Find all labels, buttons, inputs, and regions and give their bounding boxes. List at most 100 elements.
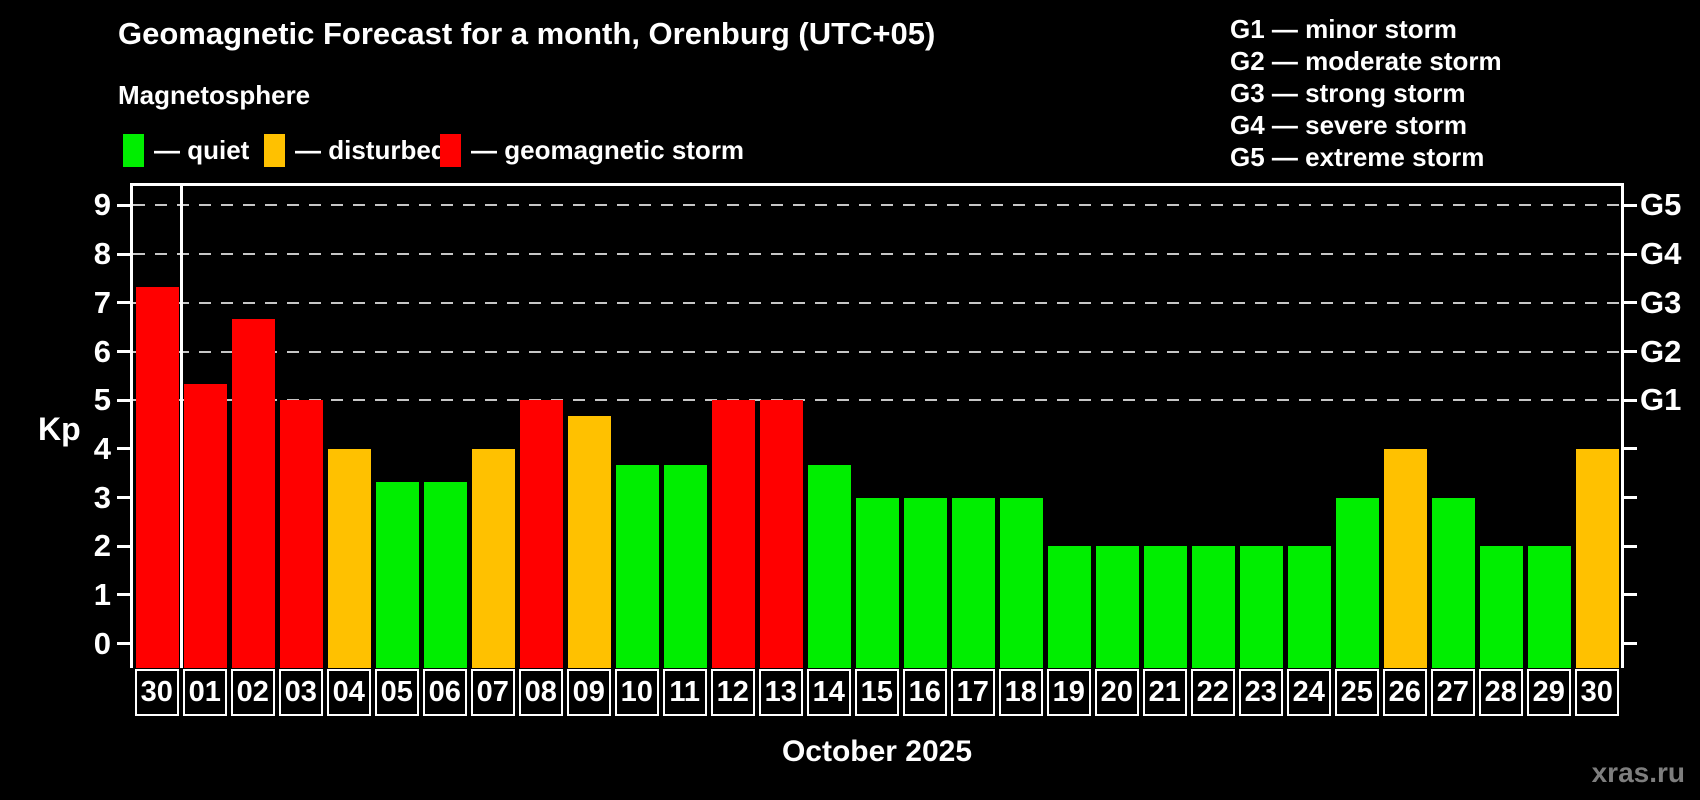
gridline-kp-5	[133, 399, 1621, 402]
day-label-cell: 06	[423, 669, 467, 716]
kp-bar	[807, 464, 851, 668]
kp-bar	[1239, 546, 1283, 668]
kp-bar	[711, 400, 755, 668]
g-scale-label-g2: G2	[1640, 333, 1682, 369]
y-axis-tick-left	[117, 203, 130, 207]
kp-bar	[231, 318, 275, 668]
y-axis-tick-left	[117, 252, 130, 256]
y-axis-title: Kp	[38, 411, 81, 447]
y-axis-label-7: 7	[93, 284, 111, 320]
y-axis-tick-right	[1624, 301, 1637, 305]
y-axis-label-2: 2	[93, 528, 111, 564]
storm-scale-g5: G5 — extreme storm	[1230, 142, 1485, 172]
legend-disturbed-label: — disturbed	[295, 135, 447, 165]
day-label-cell: 26	[1383, 669, 1427, 716]
day-label-cell: 09	[567, 669, 611, 716]
y-axis-label-8: 8	[93, 236, 111, 272]
y-axis-tick-left	[117, 496, 130, 500]
kp-bar	[279, 400, 323, 668]
y-axis-tick-right	[1624, 350, 1637, 354]
kp-bar	[1335, 497, 1379, 668]
storm-scale-g2: G2 — moderate storm	[1230, 46, 1502, 76]
day-label-cell: 10	[615, 669, 659, 716]
y-axis-tick-right	[1624, 447, 1637, 451]
y-axis-label-0: 0	[93, 625, 111, 661]
storm-scale-legend: G1 — minor storm G2 — moderate storm G3 …	[1230, 13, 1502, 173]
gridline-kp-7	[133, 301, 1621, 304]
y-axis-tick-right	[1624, 252, 1637, 256]
kp-bar	[1143, 546, 1187, 668]
kp-bar	[615, 464, 659, 668]
day-label-cell: 05	[375, 669, 419, 716]
kp-bar	[1287, 546, 1331, 668]
y-axis-label-9: 9	[93, 187, 111, 223]
y-axis-tick-right	[1624, 398, 1637, 402]
kp-bar	[1095, 546, 1139, 668]
legend-storm-label: — geomagnetic storm	[471, 135, 745, 165]
legend-quiet-label: — quiet	[154, 135, 250, 165]
kp-bar	[519, 400, 563, 668]
kp-bar	[663, 464, 707, 668]
y-axis-tick-left	[117, 544, 130, 548]
day-label-cell: 13	[759, 669, 803, 716]
day-label-cell: 11	[663, 669, 707, 716]
kp-bar	[135, 286, 179, 668]
day-label-cell: 03	[279, 669, 323, 716]
y-axis-tick-left	[117, 447, 130, 451]
kp-bar	[1431, 497, 1475, 668]
legend-item-storm: — geomagnetic storm	[440, 134, 744, 167]
kp-bar	[1383, 448, 1427, 668]
day-label-cell: 25	[1335, 669, 1379, 716]
kp-bar	[183, 384, 227, 668]
day-label-cell: 30	[135, 669, 179, 716]
y-axis-label-6: 6	[93, 333, 111, 369]
day-label-cell: 02	[231, 669, 275, 716]
x-axis-title: October 2025	[781, 735, 973, 768]
day-label-cell: 20	[1095, 669, 1139, 716]
g-scale-label-g5: G5	[1640, 187, 1682, 223]
kp-bar	[567, 416, 611, 668]
day-label-cell: 22	[1191, 669, 1235, 716]
day-label-cell: 30	[1575, 669, 1619, 716]
y-axis-tick-left	[117, 642, 130, 646]
day-label-cell: 21	[1143, 669, 1187, 716]
gridline-kp-6	[133, 350, 1621, 353]
y-axis-tick-left	[117, 350, 130, 354]
day-label-cell: 17	[951, 669, 995, 716]
y-axis-tick-left	[117, 398, 130, 402]
quiet-color-swatch	[123, 134, 144, 167]
magnetosphere-label: Magnetosphere	[118, 80, 311, 110]
storm-scale-g4: G4 — severe storm	[1230, 110, 1468, 140]
y-axis-label-4: 4	[93, 430, 111, 466]
y-axis-tick-right	[1624, 642, 1637, 646]
day-label-cell: 18	[999, 669, 1043, 716]
kp-bar	[759, 400, 803, 668]
kp-bar	[951, 497, 995, 668]
day-label-cell: 16	[903, 669, 947, 716]
g-scale-label-g3: G3	[1640, 284, 1682, 320]
day-label-cell: 04	[327, 669, 371, 716]
y-axis-label-3: 3	[93, 479, 111, 515]
day-label-cell: 08	[519, 669, 563, 716]
y-axis-label-1: 1	[93, 576, 111, 612]
day-label-cell: 15	[855, 669, 899, 716]
kp-bar	[855, 497, 899, 668]
plot-area: 0 1 2 3 4 5 6 7 8 9 G1 G2 G3 G4 G5	[94, 183, 1681, 668]
kp-bar	[375, 481, 419, 668]
day-label-cell: 01	[183, 669, 227, 716]
kp-bar	[1575, 448, 1619, 668]
kp-bar	[1047, 546, 1091, 668]
kp-bar	[999, 497, 1043, 668]
day-label-cell: 12	[711, 669, 755, 716]
y-axis-tick-left	[117, 593, 130, 597]
day-label-cell: 14	[807, 669, 851, 716]
day-label-cell: 23	[1239, 669, 1283, 716]
day-label-cell: 07	[471, 669, 515, 716]
kp-bar	[903, 497, 947, 668]
day-label-cell: 28	[1479, 669, 1523, 716]
y-axis-tick-right	[1624, 496, 1637, 500]
day-label-cell: 19	[1047, 669, 1091, 716]
day-label-cell: 24	[1287, 669, 1331, 716]
g-scale-label-g4: G4	[1640, 236, 1682, 272]
storm-scale-g1: G1 — minor storm	[1230, 14, 1457, 44]
